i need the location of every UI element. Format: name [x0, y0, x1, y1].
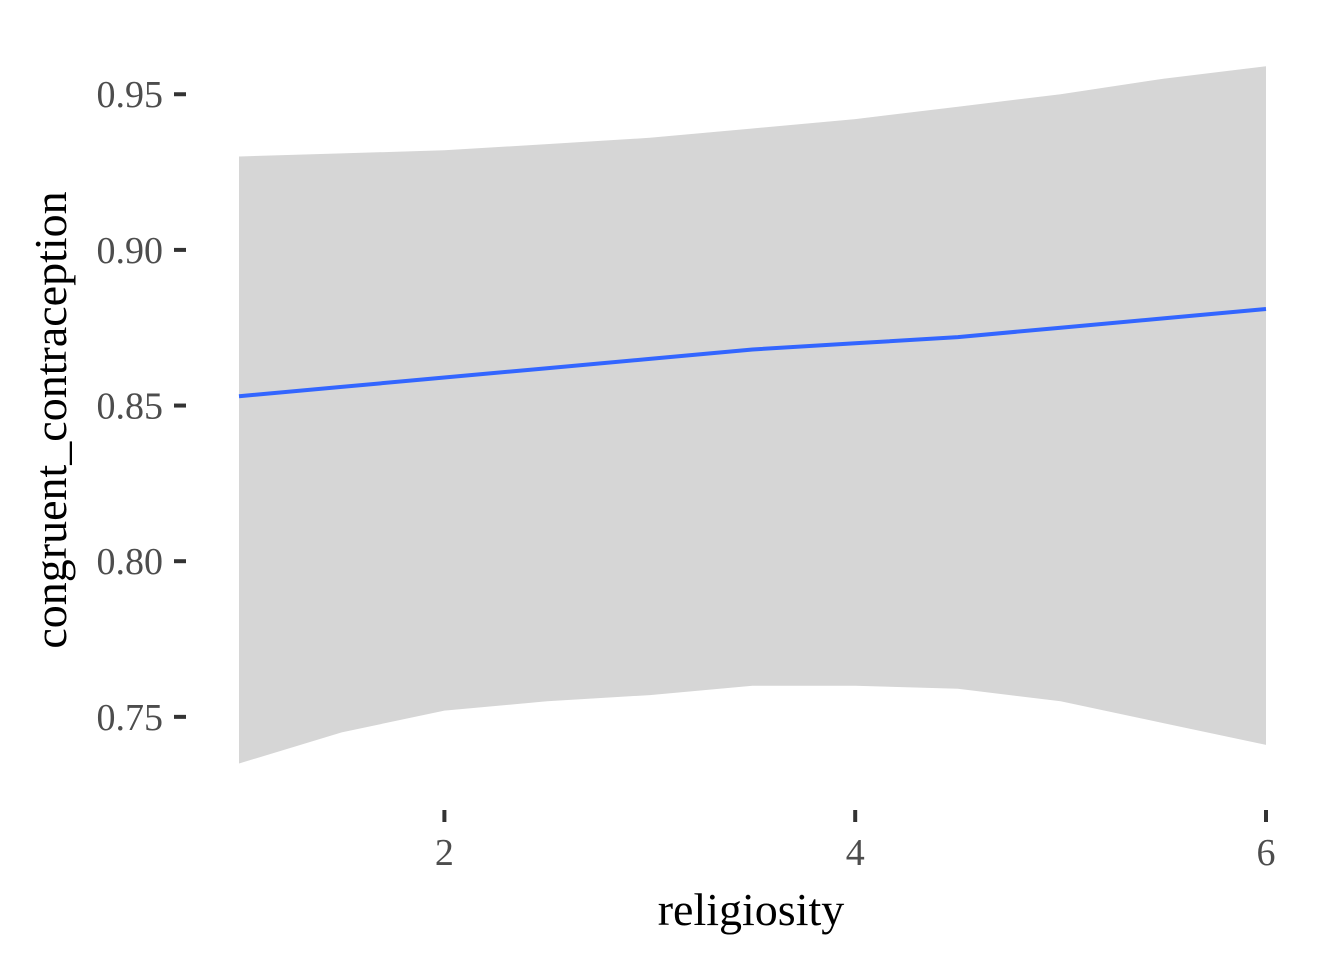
y-axis-title: congruent_contraception [25, 191, 76, 648]
x-tick-label: 4 [846, 832, 865, 874]
x-tick-label: 2 [435, 832, 454, 874]
y-tick-label: 0.75 [97, 697, 164, 739]
confidence-band [239, 66, 1266, 764]
fit-line [238, 307, 1267, 399]
x-axis: 2 4 6 [435, 810, 1276, 874]
y-tick-label: 0.85 [97, 386, 164, 428]
x-tick-label: 6 [1257, 832, 1276, 874]
plot-area [238, 66, 1267, 764]
y-tick-label: 0.80 [97, 541, 164, 583]
y-axis: 0.75 0.80 0.85 0.90 0.95 [97, 74, 186, 739]
y-tick-label: 0.90 [97, 230, 164, 272]
x-axis-title: religiosity [658, 884, 845, 935]
y-tick-label: 0.95 [97, 74, 164, 116]
